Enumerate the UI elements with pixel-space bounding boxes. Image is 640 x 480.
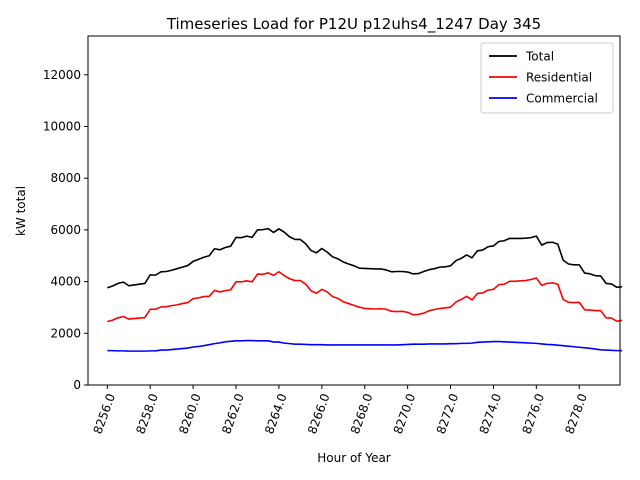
y-tick-label: 6000 <box>50 223 81 237</box>
y-tick-label: 8000 <box>50 171 81 185</box>
load-chart: Timeseries Load for P12U p12uhs4_1247 Da… <box>0 0 640 480</box>
legend-label-residential: Residential <box>526 71 592 85</box>
legend-label-total: Total <box>525 50 554 64</box>
y-tick-label: 4000 <box>50 275 81 289</box>
x-axis-label: Hour of Year <box>317 451 391 465</box>
y-tick-label: 12000 <box>43 68 81 82</box>
chart-title: Timeseries Load for P12U p12uhs4_1247 Da… <box>166 15 541 34</box>
legend-label-commercial: Commercial <box>526 92 598 106</box>
y-tick-label: 10000 <box>43 119 81 133</box>
y-axis-label: kW total <box>14 186 28 236</box>
legend: Total Residential Commercial <box>481 43 613 113</box>
y-tick-label: 2000 <box>50 326 81 340</box>
y-tick-label: 0 <box>73 378 81 392</box>
